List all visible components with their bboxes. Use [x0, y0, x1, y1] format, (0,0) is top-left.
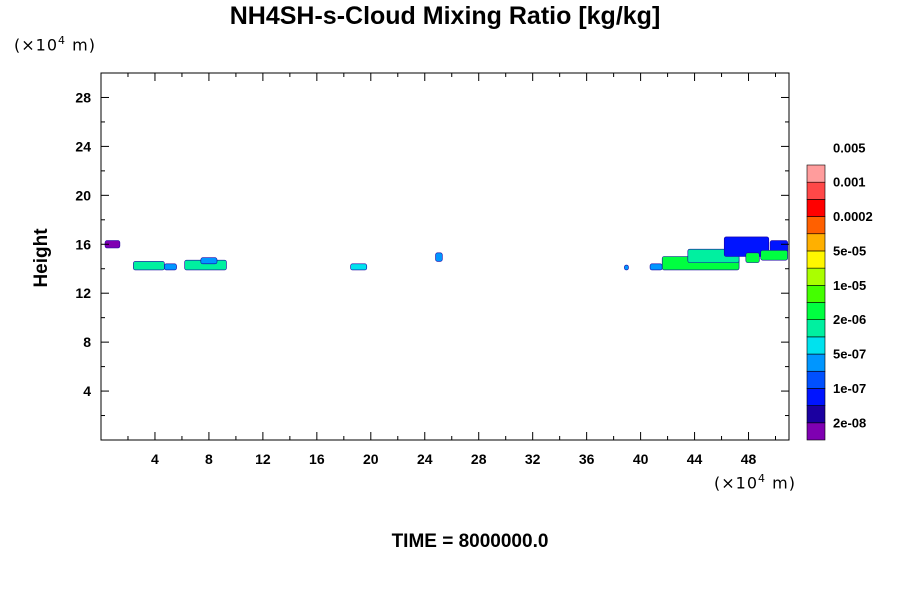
- colorbar-swatch: [806, 285, 826, 303]
- x-tick-label: 8: [205, 451, 213, 467]
- x-tick-label: 12: [255, 451, 271, 467]
- colorbar-swatch: [806, 336, 826, 355]
- y-axis-unit: (×104 m): [14, 34, 96, 55]
- x-tick-label: 16: [309, 451, 325, 467]
- colorbar-swatch: [806, 405, 826, 424]
- colorbar-label: 2e-08: [833, 415, 866, 430]
- x-tick-label: 24: [417, 451, 433, 467]
- colorbar-swatch: [806, 302, 826, 320]
- plot-frame: [100, 72, 790, 441]
- colorbar-swatch: [806, 319, 826, 338]
- colorbar-swatch: [806, 233, 826, 252]
- cloud-region: [760, 250, 788, 261]
- y-tick-label: 8: [83, 334, 91, 350]
- x-tick-label: 36: [579, 451, 595, 467]
- cloud-region: [350, 263, 368, 271]
- cloud-region: [164, 263, 177, 271]
- colorbar-swatch: [806, 250, 826, 269]
- colorbar-label: 1e-05: [833, 278, 866, 293]
- y-tick-label: 4: [83, 383, 91, 399]
- x-tick-label: 40: [633, 451, 649, 467]
- cloud-region: [133, 261, 165, 271]
- colorbar-label: 5e-05: [833, 243, 866, 258]
- y-tick-label: 20: [75, 187, 91, 203]
- cloud-region: [200, 257, 218, 265]
- x-tick-label: 44: [687, 451, 703, 467]
- colorbar-swatch: [806, 353, 826, 372]
- cloud-region: [624, 264, 629, 271]
- x-tick-label: 32: [525, 451, 541, 467]
- x-tick-label: 4: [151, 451, 159, 467]
- y-tick-label: 28: [75, 89, 91, 105]
- colorbar-swatch: [806, 267, 826, 286]
- colorbar-swatch: [806, 164, 826, 183]
- colorbar-label: 0.005: [833, 140, 866, 155]
- colorbar-label: 1e-07: [833, 381, 866, 396]
- colorbar-swatch: [806, 216, 826, 235]
- colorbar-label: 0.001: [833, 175, 866, 190]
- colorbar-label: 2e-06: [833, 312, 866, 327]
- chart-title: NH4SH-s-Cloud Mixing Ratio [kg/kg]: [229, 2, 661, 30]
- y-tick-label: 16: [75, 236, 91, 252]
- cloud-region: [745, 252, 760, 263]
- colorbar-label: 0.0002: [833, 209, 873, 224]
- x-tick-label: 28: [471, 451, 487, 467]
- time-label: TIME = 8000000.0: [391, 531, 549, 552]
- y-tick-label: 24: [75, 138, 91, 154]
- colorbar-swatch: [806, 388, 826, 406]
- x-axis-unit: (×104 m): [714, 472, 796, 493]
- x-tick-label: 48: [741, 451, 757, 467]
- x-tick-label: 20: [363, 451, 379, 467]
- colorbar-swatch: [806, 422, 826, 441]
- colorbar-swatch: [806, 199, 826, 217]
- y-tick-label: 12: [75, 285, 91, 301]
- cloud-region: [649, 263, 663, 271]
- colorbar-swatch: [806, 370, 826, 389]
- colorbar-swatch: [806, 181, 826, 200]
- colorbar-label: 5e-07: [833, 347, 866, 362]
- cloud-region: [435, 252, 443, 262]
